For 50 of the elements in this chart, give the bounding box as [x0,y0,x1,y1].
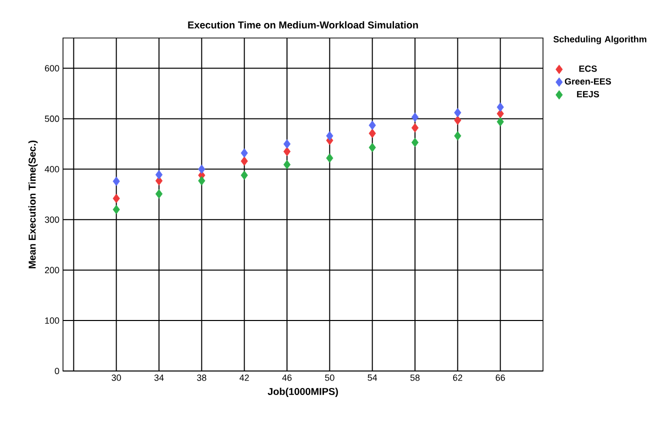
point [112,176,120,186]
y-tick-label: 500 [44,116,60,122]
legend-label: ECS [579,65,597,72]
y-tick-label: 600 [44,65,60,72]
x-tick-label: 54 [368,374,378,381]
point [240,170,248,180]
y-tick-label: 0 [54,368,60,374]
point [368,128,376,138]
point [368,120,376,130]
point [411,138,419,148]
point [454,116,462,125]
legend-label: EEJS [577,90,600,98]
point [454,131,462,141]
point [198,164,206,174]
y-tick-label: 100 [45,317,60,324]
point [155,170,163,180]
legend-label: Green-EES [564,78,611,85]
x-tick-label: 30 [112,374,121,381]
x-tick-label: 50 [325,374,334,381]
x-tick-label: 66 [496,374,505,381]
y-tick-label: 200 [44,266,60,274]
point [283,146,291,156]
x-tick-label: 38 [197,374,206,381]
x-axis-title: Job(1000MIPS) [268,388,338,397]
point [112,204,120,214]
y-axis-title: Mean Execution Time(Sec.) [28,140,38,268]
point [496,102,504,112]
point [112,194,120,204]
point [326,131,334,141]
point [155,189,163,199]
x-tick-label: 62 [453,374,462,381]
point [198,176,206,186]
x-tick-label: 58 [410,374,420,381]
point [283,160,291,170]
x-tick-label: 46 [282,374,292,381]
y-tick-label: 400 [44,166,60,172]
point [496,117,504,126]
x-tick-label: 34 [154,374,164,381]
y-tick-label: 300 [44,216,60,223]
point [411,123,419,132]
point [240,148,248,158]
legend-title: Scheduling Algorithm [553,36,646,44]
x-tick-label: 42 [240,374,249,381]
point [368,142,376,152]
point [283,139,291,149]
chart-title: Execution Time on Medium-Workload Simulation [188,21,418,29]
point [240,156,248,166]
point [454,108,462,118]
point [326,153,334,163]
point [411,112,419,122]
